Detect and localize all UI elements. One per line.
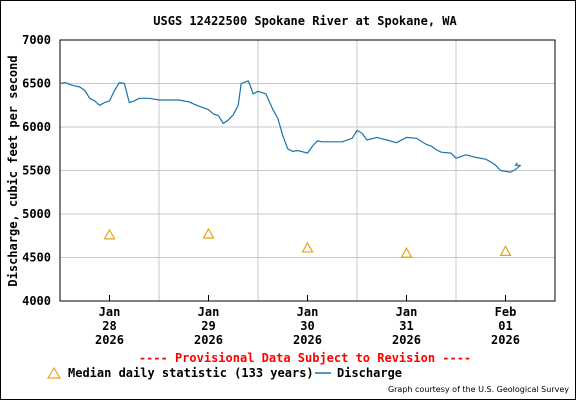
median-marker <box>301 241 314 253</box>
y-tick-label: 7000 <box>22 33 51 47</box>
usgs-credit: Graph courtesy of the U.S. Geological Su… <box>388 385 569 394</box>
y-axis-label: Discharge, cubic feet per second <box>6 55 20 286</box>
x-tick-month: Feb <box>495 305 517 319</box>
chart-series <box>59 80 521 258</box>
legend-discharge-label: Discharge <box>337 366 402 380</box>
y-axis-ticks: 7000 6500 6000 5500 5000 4500 4000 <box>22 33 51 308</box>
x-tick-day: 29 <box>201 319 215 333</box>
x-axis-ticks: Jan282026Jan292026Jan302026Jan312026Feb0… <box>95 295 520 347</box>
median-marker <box>400 246 413 258</box>
x-tick-month: Jan <box>198 305 220 319</box>
y-tick-label: 5500 <box>22 164 51 178</box>
legend-median-label: Median daily statistic (133 years) <box>68 366 314 380</box>
y-tick-label: 6500 <box>22 77 51 91</box>
x-tick-year: 2026 <box>392 333 421 347</box>
median-marker <box>103 228 116 240</box>
x-tick-year: 2026 <box>491 333 520 347</box>
x-tick-year: 2026 <box>293 333 322 347</box>
median-marker <box>202 227 215 239</box>
x-tick-month: Jan <box>297 305 319 319</box>
chart-title: USGS 12422500 Spokane River at Spokane, … <box>153 14 457 28</box>
y-tick-label: 6000 <box>22 120 51 134</box>
x-tick-year: 2026 <box>95 333 124 347</box>
x-tick-day: 01 <box>498 319 512 333</box>
gridlines <box>60 40 555 301</box>
legend: Median daily statistic (133 years) Disch… <box>46 366 402 380</box>
x-tick-month: Jan <box>99 305 121 319</box>
median-marker <box>499 245 512 257</box>
x-tick-month: Jan <box>396 305 418 319</box>
y-tick-label: 4500 <box>22 251 51 265</box>
discharge-line <box>59 80 521 173</box>
y-tick-label: 4000 <box>22 294 51 308</box>
y-tick-label: 5000 <box>22 207 51 221</box>
x-tick-day: 30 <box>300 319 314 333</box>
x-tick-day: 31 <box>399 319 413 333</box>
legend-median-marker <box>46 366 62 379</box>
x-tick-year: 2026 <box>194 333 223 347</box>
provisional-notice: ---- Provisional Data Subject to Revisio… <box>139 351 471 365</box>
x-tick-day: 28 <box>102 319 116 333</box>
